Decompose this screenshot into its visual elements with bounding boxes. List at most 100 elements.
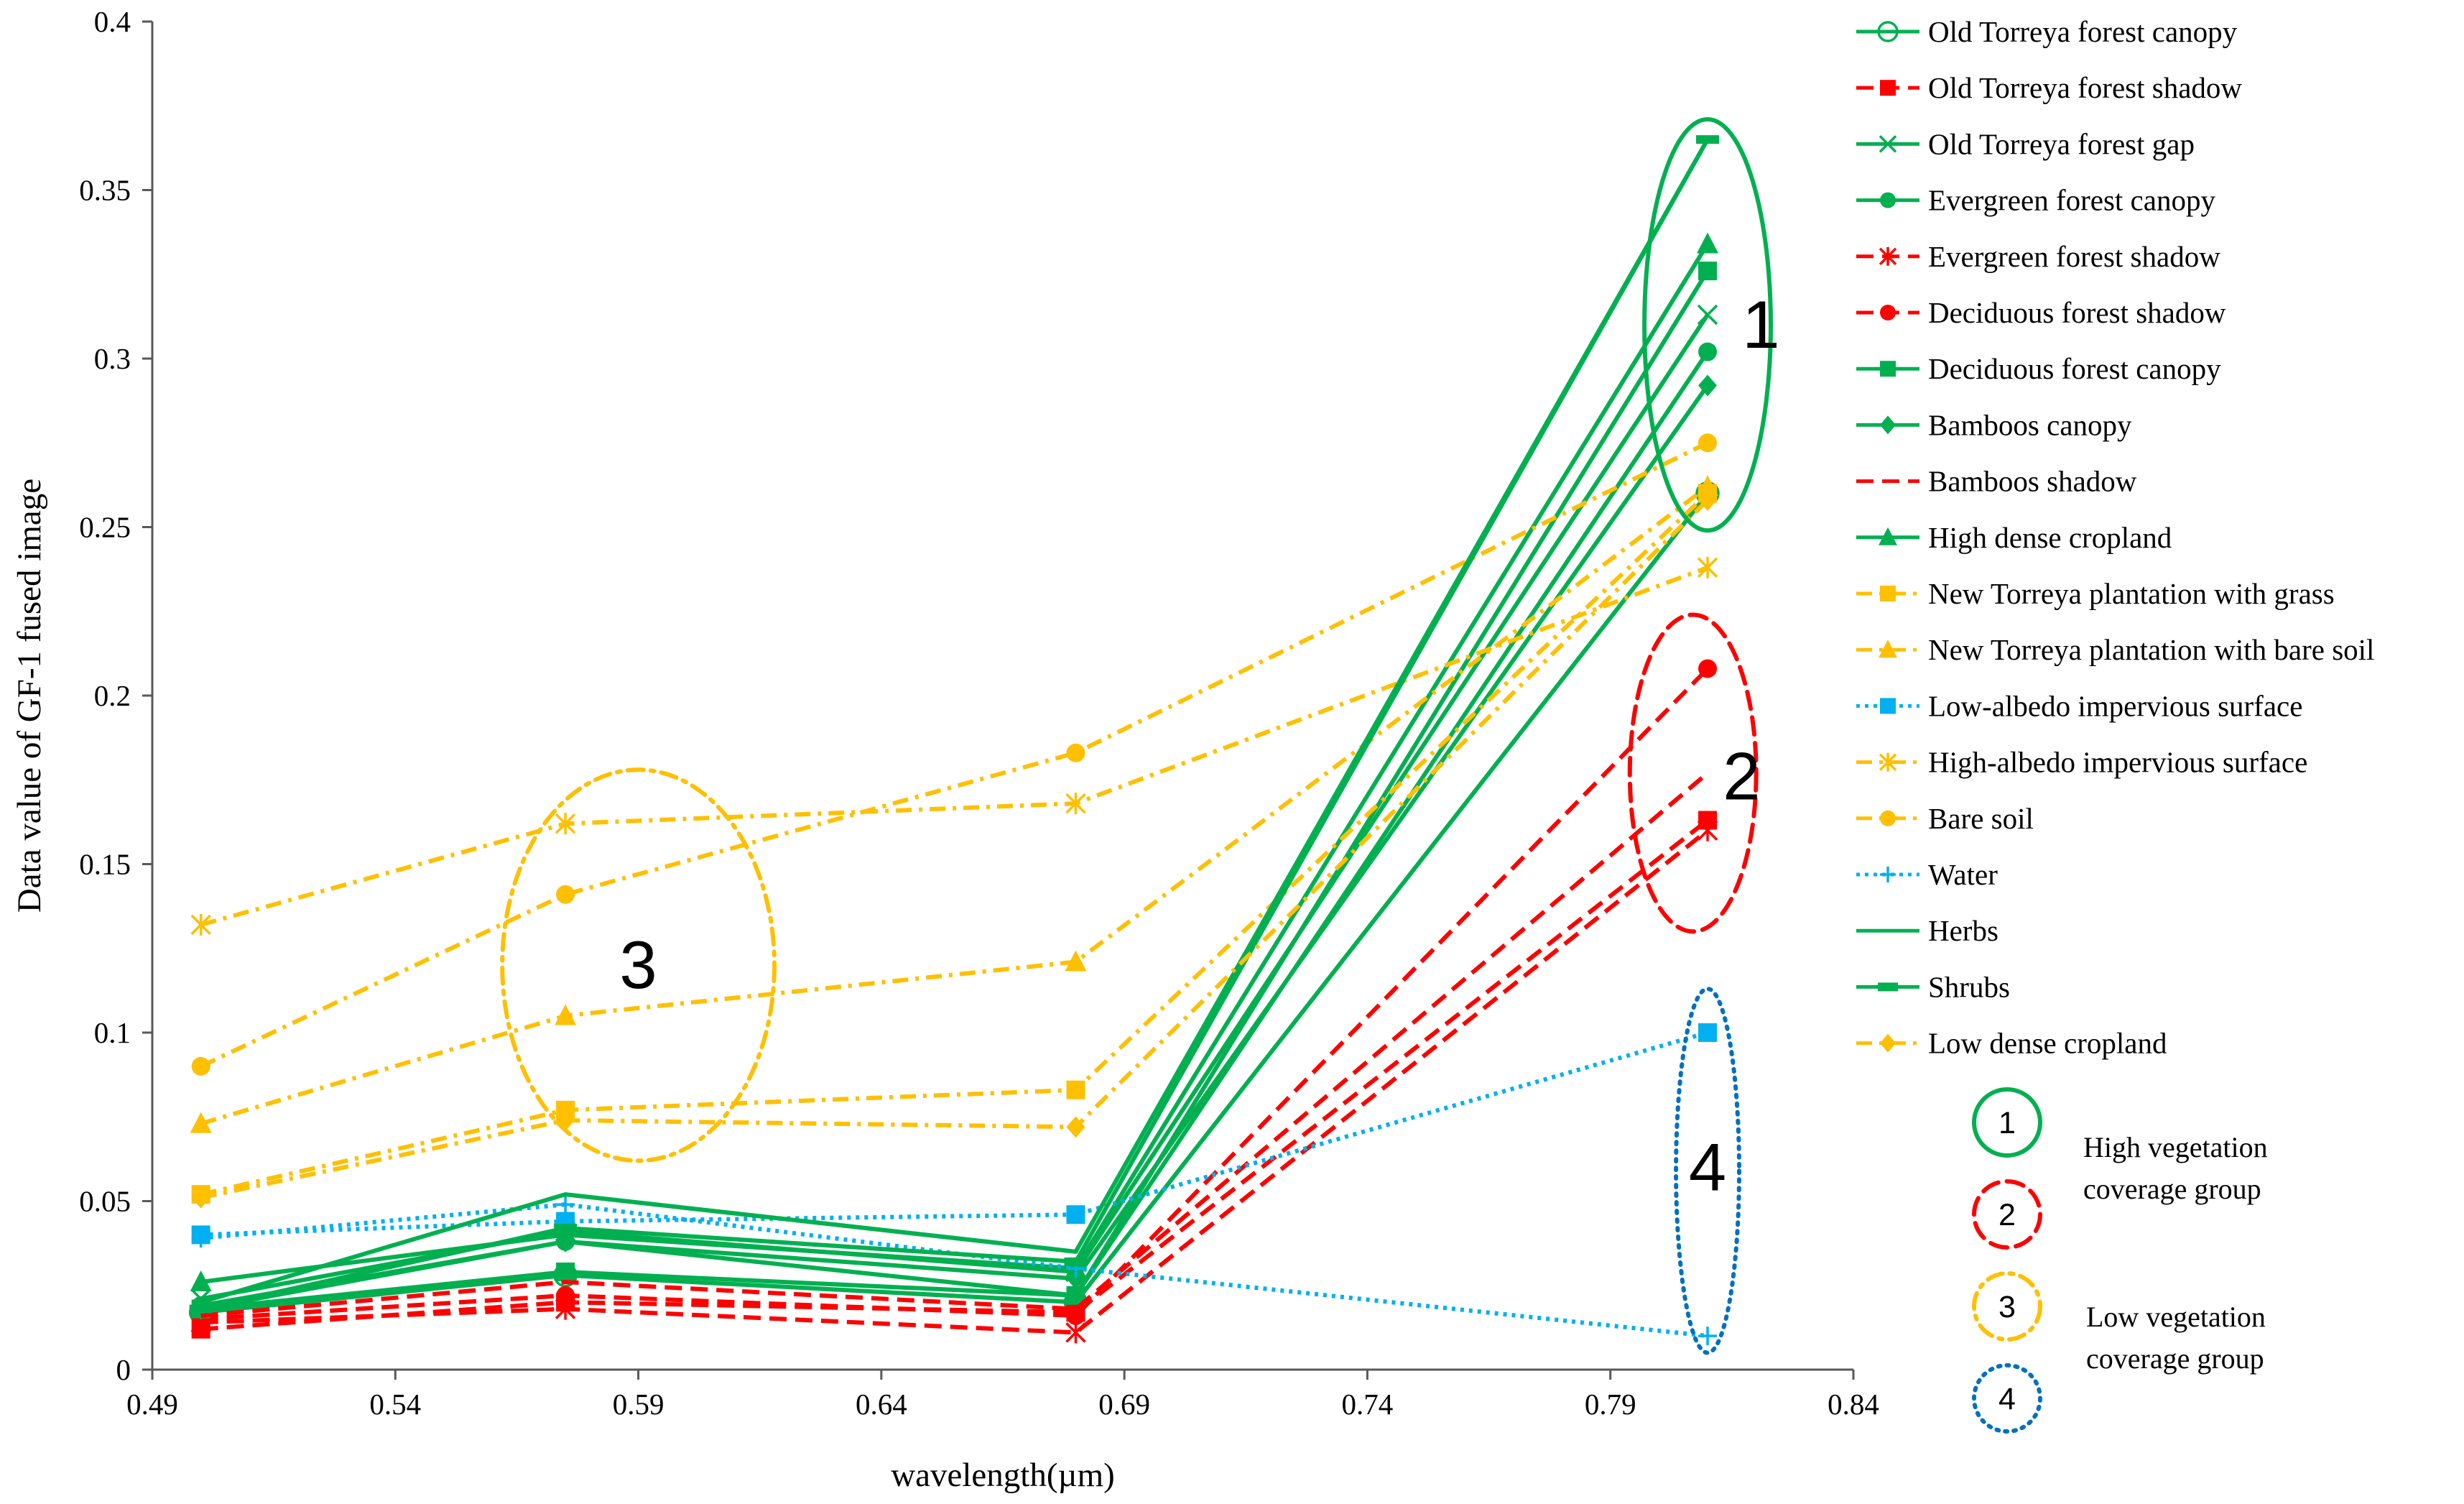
- legend-label: Old Torreya forest gap: [1928, 127, 2195, 160]
- data-point: [1066, 1080, 1085, 1099]
- series-low-albedo-impervious-surface: [191, 1023, 1718, 1245]
- legend-item: New Torreya plantation with bare soil: [1856, 633, 2374, 666]
- data-point: [1064, 1257, 1088, 1266]
- data-point: [1698, 1023, 1718, 1042]
- group-label: High vegetation coverage group: [2083, 1131, 2268, 1205]
- data-point: [1698, 489, 1718, 511]
- series-line: [200, 771, 1709, 1318]
- series-deciduous-forest-canopy: [191, 262, 1718, 1319]
- legend-label: Water: [1928, 858, 1998, 891]
- data-point: [1880, 80, 1896, 96]
- series-old-torreya-forest-canopy: [188, 481, 1720, 1325]
- legend-item: New Torreya plantation with grass: [1856, 577, 2335, 610]
- legend-item: Herbs: [1856, 914, 1998, 947]
- data-point: [1065, 950, 1087, 972]
- legend-item: Water: [1856, 858, 1998, 891]
- group-number-1: 1: [1742, 287, 1779, 362]
- x-tick-label: 0.79: [1585, 1388, 1636, 1421]
- y-tick-label: 0.4: [94, 5, 131, 38]
- y-tick-label: 0.2: [94, 679, 131, 712]
- legend-item: Evergreen forest canopy: [1856, 184, 2215, 217]
- data-point: [190, 913, 211, 936]
- x-tick-label: 0.49: [126, 1388, 178, 1421]
- legend-item: Shrubs: [1856, 970, 2010, 1003]
- legend-label: New Torreya plantation with bare soil: [1928, 633, 2374, 666]
- data-point: [1698, 342, 1718, 361]
- legend-label: Low-albedo impervious surface: [1928, 689, 2302, 722]
- data-point: [1697, 475, 1719, 497]
- data-point: [189, 1304, 213, 1314]
- y-tick-label: 0: [116, 1353, 131, 1386]
- y-tick-label: 0.35: [79, 174, 131, 207]
- data-point: [1880, 1033, 1896, 1053]
- legend-item: High-albedo impervious surface: [1856, 746, 2307, 779]
- legend-item: High dense cropland: [1856, 521, 2172, 554]
- series-line: [200, 242, 1710, 1285]
- group-key-3: 3: [1972, 1271, 2042, 1342]
- data-point: [1880, 305, 1896, 320]
- group-ellipse-4: [1674, 987, 1742, 1355]
- data-point: [1879, 640, 1897, 658]
- data-point: [190, 1112, 212, 1133]
- data-point: [1697, 304, 1718, 326]
- legend-item: Bamboos canopy: [1856, 408, 2132, 441]
- group-key-circle: [1972, 1271, 2042, 1342]
- legend-label: High dense cropland: [1928, 521, 2172, 554]
- group-label-line: coverage group: [2086, 1342, 2264, 1375]
- y-tick-label: 0.15: [79, 848, 131, 881]
- legend-label: Low dense cropland: [1928, 1027, 2167, 1060]
- data-point: [190, 1270, 212, 1292]
- legend-label: Deciduous forest shadow: [1928, 296, 2226, 329]
- x-axis-title: wavelength(µm): [891, 1457, 1115, 1494]
- x-tick-label: 0.64: [856, 1388, 907, 1421]
- group-label-line: High vegetation: [2083, 1131, 2268, 1163]
- data-point: [556, 1262, 575, 1281]
- data-point: [191, 1229, 210, 1248]
- legend-label: Evergreen forest canopy: [1928, 184, 2215, 217]
- data-point: [1698, 659, 1718, 678]
- series-herbs: [200, 138, 1710, 1305]
- group-label-line: Low vegetation: [2086, 1301, 2266, 1333]
- legend-label: Bamboos canopy: [1928, 408, 2132, 441]
- legend-label: Bamboos shadow: [1928, 465, 2137, 498]
- series-high-dense-cropland: [190, 232, 1719, 1292]
- group-key-1: 1: [1972, 1087, 2042, 1158]
- series-high-albedo-impervious-surface: [190, 556, 1718, 936]
- legend-label: Old Torreya forest canopy: [1928, 15, 2238, 48]
- data-point: [1879, 135, 1897, 153]
- data-point: [1880, 415, 1896, 435]
- group-number-4: 4: [1689, 1130, 1726, 1205]
- data-point: [1066, 1205, 1085, 1224]
- series-evergreen-forest-canopy: [191, 342, 1718, 1315]
- data-point: [556, 885, 575, 904]
- data-point: [1066, 1116, 1085, 1138]
- group-key-number: 4: [1998, 1382, 2016, 1416]
- series-evergreen-forest-shadow: [190, 819, 1718, 1344]
- series-line: [200, 498, 1710, 1200]
- data-point: [554, 1224, 578, 1233]
- series-line: [200, 829, 1709, 1335]
- group-number-2: 2: [1723, 739, 1760, 814]
- data-point: [1879, 752, 1897, 772]
- group-key-number: 3: [1998, 1290, 2016, 1324]
- legend-label: Deciduous forest canopy: [1928, 352, 2221, 385]
- group-number-3: 3: [619, 927, 657, 1002]
- data-point: [191, 1056, 210, 1076]
- data-point: [1698, 262, 1718, 281]
- data-point: [1879, 527, 1897, 545]
- legend-label: New Torreya plantation with grass: [1928, 577, 2335, 610]
- data-point: [1066, 743, 1085, 762]
- series-line: [200, 384, 1710, 1311]
- y-tick-label: 0.25: [79, 511, 131, 544]
- data-point: [1880, 810, 1896, 826]
- series-new-torreya-plantation-with-bare-soil: [190, 475, 1719, 1133]
- group-ellipse-3: [500, 767, 777, 1163]
- data-point: [1698, 433, 1718, 453]
- group-key-number: 2: [1998, 1198, 2016, 1232]
- data-point: [1697, 819, 1718, 841]
- data-point: [1066, 1306, 1085, 1325]
- legend-item: Deciduous forest shadow: [1856, 296, 2226, 329]
- data-point: [1878, 982, 1898, 992]
